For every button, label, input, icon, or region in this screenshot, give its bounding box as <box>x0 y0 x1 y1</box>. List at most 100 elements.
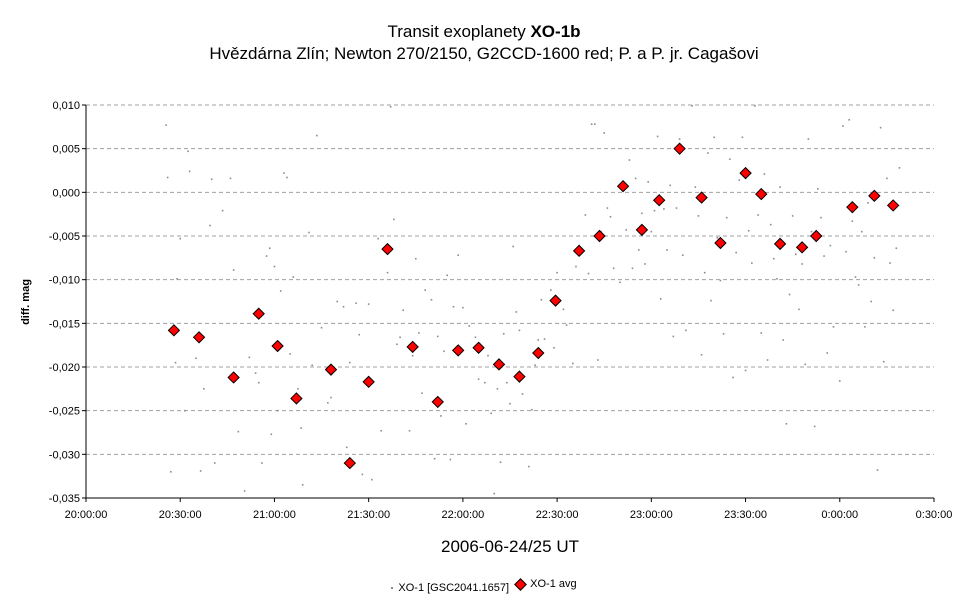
data-dot <box>424 289 426 291</box>
data-dot <box>515 311 518 313</box>
data-dot <box>276 409 279 412</box>
data-dot <box>411 354 414 357</box>
data-dot <box>484 381 486 384</box>
data-dot <box>713 136 715 139</box>
data-dot <box>232 269 235 271</box>
data-dot <box>436 335 439 338</box>
data-dot <box>892 309 894 312</box>
data-dot <box>229 177 232 180</box>
data-dot <box>886 177 888 180</box>
data-dot <box>816 188 819 190</box>
data-dot <box>763 173 766 175</box>
data-dot <box>477 378 480 381</box>
data-dot <box>297 388 299 390</box>
data-dot <box>725 216 728 219</box>
data-dot <box>521 393 524 395</box>
y-tick-label: -0,025 <box>49 406 80 418</box>
data-dot <box>518 329 521 332</box>
data-dot <box>719 279 722 282</box>
data-dot <box>377 237 379 240</box>
data-dot <box>829 244 832 247</box>
data-dot <box>355 302 357 305</box>
data-dot <box>594 123 596 126</box>
avg-point <box>532 346 545 360</box>
data-dot <box>873 257 876 259</box>
chart-title-bold: XO-1b <box>530 22 581 41</box>
data-dot <box>528 465 530 468</box>
data-dot <box>870 300 872 303</box>
y-tick-label: -0,005 <box>49 231 80 243</box>
data-dot <box>804 363 807 366</box>
data-dot <box>179 237 182 240</box>
data-dot <box>801 263 803 265</box>
data-dot <box>798 308 800 311</box>
avg-point <box>773 237 787 251</box>
avg-point <box>431 395 444 409</box>
data-dot <box>316 134 318 137</box>
data-dot <box>757 214 759 216</box>
data-dot <box>221 209 224 212</box>
x-tick-label: 0:00:00 <box>821 509 858 521</box>
data-dot <box>286 176 288 179</box>
data-dot <box>832 326 835 328</box>
y-tick-label: -0,010 <box>49 275 80 287</box>
data-dot <box>330 396 332 399</box>
data-dot <box>647 181 649 183</box>
data-dot <box>741 136 744 139</box>
data-dot <box>810 230 813 233</box>
data-dot <box>320 326 323 329</box>
data-dot <box>418 332 420 334</box>
data-dot <box>195 357 197 360</box>
data-dot <box>553 346 555 349</box>
data-dot <box>512 245 514 248</box>
data-dot <box>443 350 445 353</box>
avg-point <box>755 187 768 201</box>
data-dot <box>308 231 310 234</box>
data-dot <box>584 214 587 216</box>
data-dot <box>202 388 205 390</box>
data-dot <box>656 135 659 138</box>
data-dot <box>609 215 612 218</box>
data-dot <box>506 381 508 384</box>
data-dot <box>248 356 251 359</box>
legend-item-dots: XO-1 [GSC2041.1657] <box>391 582 509 594</box>
data-dot <box>590 123 593 126</box>
chart-title-prefix: Transit exoplanety <box>387 22 531 41</box>
y-tick-label: 0,000 <box>52 187 80 199</box>
data-dot <box>694 186 697 188</box>
legend-label-avg: XO-1 avg <box>530 578 577 590</box>
data-dot <box>854 276 857 278</box>
data-dot <box>669 184 671 187</box>
data-dot <box>681 254 684 257</box>
dots-series <box>165 105 901 495</box>
legend-label-dots: XO-1 [GSC2041.1657] <box>398 581 510 594</box>
data-dot <box>380 429 383 432</box>
data-dot <box>769 223 772 226</box>
avg-point <box>549 294 562 307</box>
avg-point <box>695 191 708 204</box>
avg-point <box>572 244 586 258</box>
data-dot <box>678 138 681 140</box>
avg-point <box>714 236 727 250</box>
data-dot <box>860 230 863 233</box>
data-dot <box>738 179 741 181</box>
data-dot <box>637 249 640 251</box>
legend-dot-marker <box>391 586 394 589</box>
data-dot <box>386 271 389 274</box>
data-dot <box>700 353 703 356</box>
data-dot <box>895 247 898 250</box>
data-dot <box>729 158 731 160</box>
data-dot <box>537 339 540 341</box>
data-dot <box>345 446 348 449</box>
data-dot <box>672 335 675 338</box>
data-dot <box>268 247 271 250</box>
data-dot <box>487 354 489 357</box>
avg-point <box>167 324 181 337</box>
data-dot <box>237 430 240 433</box>
data-dot <box>813 425 816 428</box>
data-dot <box>170 471 172 473</box>
avg-point <box>616 180 630 193</box>
data-dot <box>502 333 505 335</box>
avg-point <box>227 371 240 384</box>
